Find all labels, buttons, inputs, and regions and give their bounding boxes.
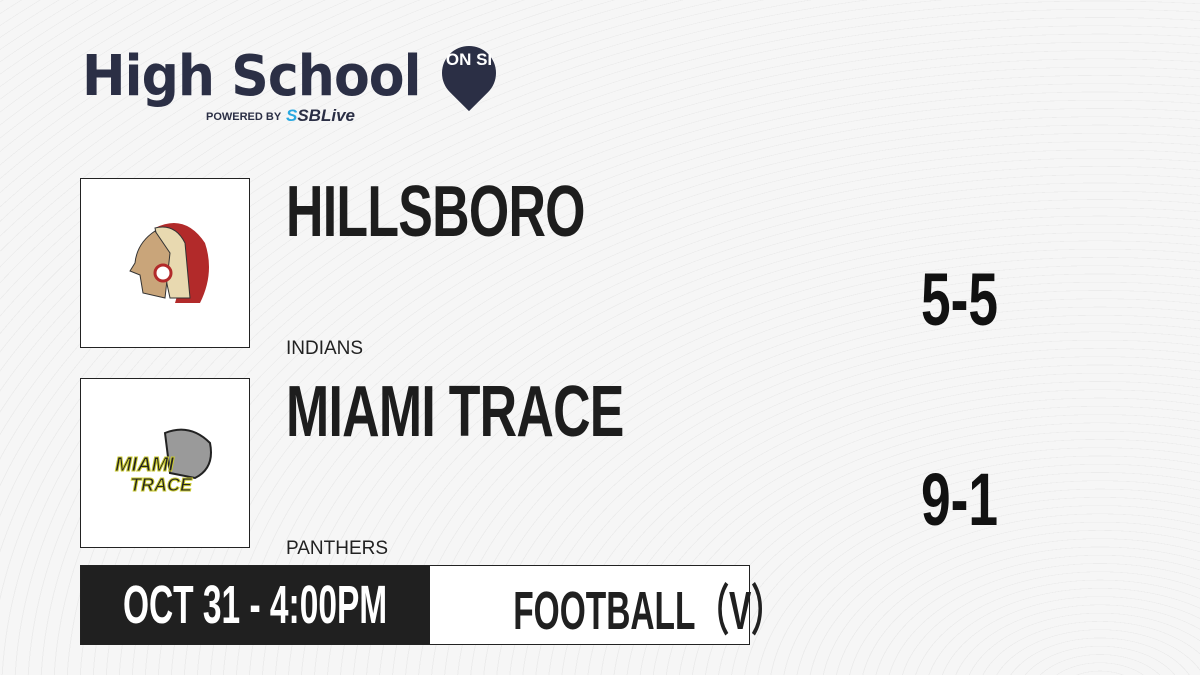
svg-text:TRACE: TRACE (130, 475, 193, 495)
team-mascot: PANTHERS (286, 538, 389, 559)
game-sport: FOOTBALL（V） (513, 580, 785, 641)
team-name: MIAMI TRACE (286, 372, 624, 452)
indian-head-logo-icon (129, 223, 209, 303)
brand-badge: ON SI (445, 50, 493, 69)
team-record: 5-5 (921, 258, 999, 341)
svg-text:MIAMI: MIAMI (115, 454, 174, 476)
team-logo-miami-trace: MIAMI TRACE (80, 378, 250, 548)
team-logo-hillsboro (80, 178, 250, 348)
game-info-bar: OCT 31 - 4:00PM FOOTBALL（V） (80, 565, 785, 645)
team-name: HILLSBORO (286, 172, 586, 252)
powered-by-label: POWERED BY (206, 111, 282, 123)
team-mascot: INDIANS (286, 338, 364, 359)
game-datetime: OCT 31 - 4:00PM (81, 566, 430, 644)
brand-title: High School (82, 44, 421, 109)
team-record: 9-1 (921, 458, 999, 541)
partner-logo: SSBLive (286, 106, 355, 125)
location-pin-icon (430, 34, 508, 112)
panther-logo-icon: MIAMI TRACE (115, 428, 212, 496)
